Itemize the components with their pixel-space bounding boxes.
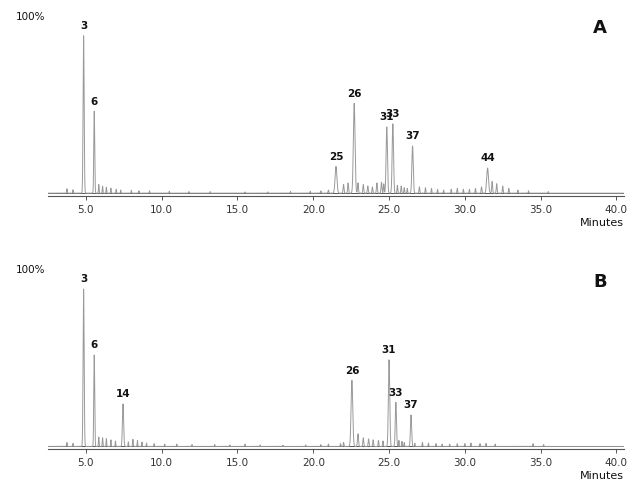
- Text: 6: 6: [91, 96, 98, 107]
- Text: 26: 26: [345, 366, 359, 375]
- Text: 31: 31: [380, 112, 394, 122]
- Text: 3: 3: [80, 274, 87, 284]
- Text: 31: 31: [382, 345, 396, 355]
- Text: 33: 33: [388, 388, 403, 397]
- Text: 100%: 100%: [15, 265, 45, 275]
- Text: 14: 14: [116, 389, 131, 399]
- Text: A: A: [593, 19, 607, 37]
- Text: 25: 25: [329, 152, 343, 162]
- Text: B: B: [593, 273, 607, 290]
- Text: 6: 6: [91, 340, 98, 350]
- Text: Minutes: Minutes: [580, 217, 624, 228]
- Text: 44: 44: [480, 153, 495, 163]
- Text: 100%: 100%: [15, 12, 45, 22]
- Text: Minutes: Minutes: [580, 471, 624, 480]
- Text: 26: 26: [347, 89, 362, 99]
- Text: 37: 37: [404, 400, 419, 410]
- Text: 3: 3: [80, 21, 87, 31]
- Text: 37: 37: [405, 131, 420, 141]
- Text: 33: 33: [385, 109, 400, 119]
